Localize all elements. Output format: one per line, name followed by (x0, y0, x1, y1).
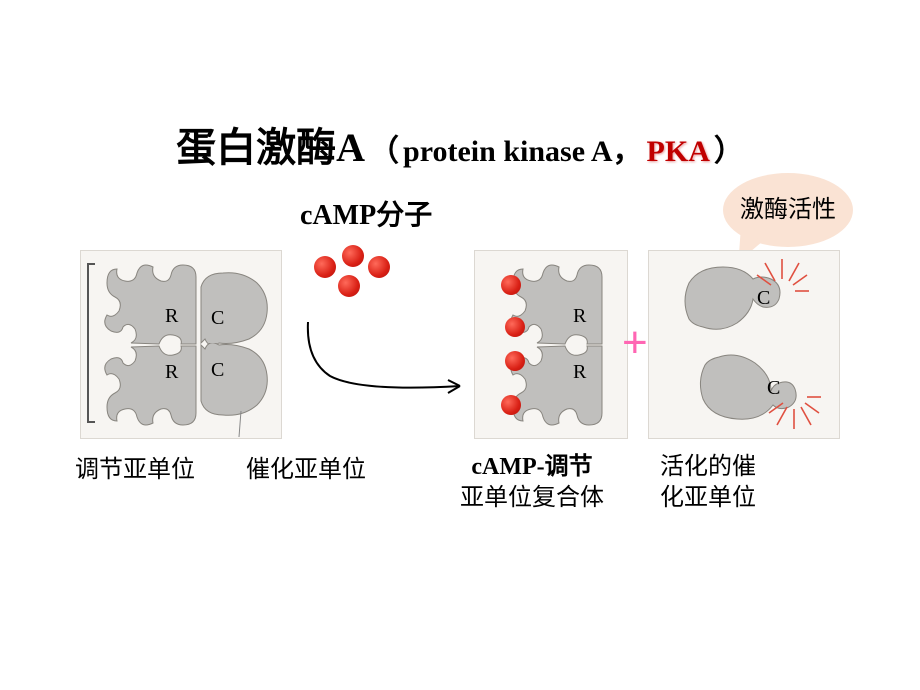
callout-text: 激酶活性 (740, 197, 836, 223)
camp-dot (314, 256, 336, 278)
camp-cn: 分子 (376, 200, 432, 231)
c-label-2: C (211, 359, 224, 382)
camp-dot (368, 256, 390, 278)
title-main: 蛋白激酶A (176, 125, 365, 170)
bracket-vert (87, 263, 89, 423)
reaction-arrow (290, 320, 470, 400)
c-outline-line (237, 409, 277, 439)
r-subunit-bottom (101, 343, 201, 431)
label-regulatory: 调节亚单位 (75, 455, 195, 486)
r-label-2: R (165, 361, 178, 384)
bracket-bot (87, 421, 95, 423)
active-c-panel: C C (648, 250, 840, 439)
plus-sign: + (622, 318, 648, 368)
camp-dot (342, 245, 364, 267)
camp-label: cAMP分子 (300, 193, 432, 233)
c-label-1: C (211, 307, 224, 330)
r-label-3: R (573, 305, 586, 328)
activation-rays-bottom (767, 379, 821, 433)
inactive-pka-panel: R R C C (80, 250, 282, 439)
label-active-l2: 化亚单位 (660, 485, 756, 511)
camp-dot (501, 395, 521, 415)
r-label-1: R (165, 305, 178, 328)
label-complex-l2: 亚单位复合体 (460, 485, 604, 511)
camp-dot (501, 275, 521, 295)
label-active-l1: 活化的催 (660, 454, 756, 480)
r-label-4: R (573, 361, 586, 384)
camp-r-complex-panel: R R (474, 250, 628, 439)
label-complex: cAMP-调节 亚单位复合体 (460, 452, 604, 514)
activation-rays-top (755, 255, 809, 309)
title-paren-open: （ (369, 135, 399, 168)
c-subunit-bottom (199, 343, 271, 419)
camp-dot (505, 351, 525, 371)
title: 蛋白激酶A （ protein kinase A， PKA ） (0, 115, 920, 173)
camp-dot (505, 317, 525, 337)
label-complex-l1: cAMP-调节 (471, 454, 592, 480)
r-subunit-top (101, 259, 201, 347)
camp-dot (338, 275, 360, 297)
title-pka: PKA (647, 135, 710, 168)
title-english: protein kinase A， (403, 135, 643, 168)
c-subunit-top (199, 269, 271, 345)
label-active: 活化的催 化亚单位 (660, 452, 756, 514)
camp-en: cAMP (300, 200, 376, 231)
title-paren-close: ） (714, 135, 744, 168)
bracket-top (87, 263, 95, 265)
label-catalytic: 催化亚单位 (246, 455, 366, 486)
